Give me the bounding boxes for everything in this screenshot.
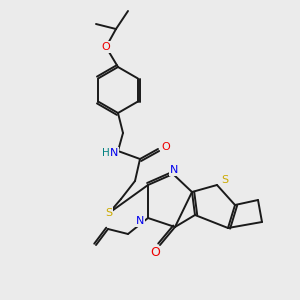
- Text: S: S: [105, 208, 112, 218]
- Text: N: N: [110, 148, 118, 158]
- Text: O: O: [102, 42, 110, 52]
- Text: O: O: [150, 247, 160, 260]
- Text: N: N: [136, 216, 144, 226]
- Text: H: H: [102, 148, 110, 158]
- Text: O: O: [162, 142, 170, 152]
- Text: N: N: [170, 165, 178, 175]
- Text: S: S: [221, 175, 229, 185]
